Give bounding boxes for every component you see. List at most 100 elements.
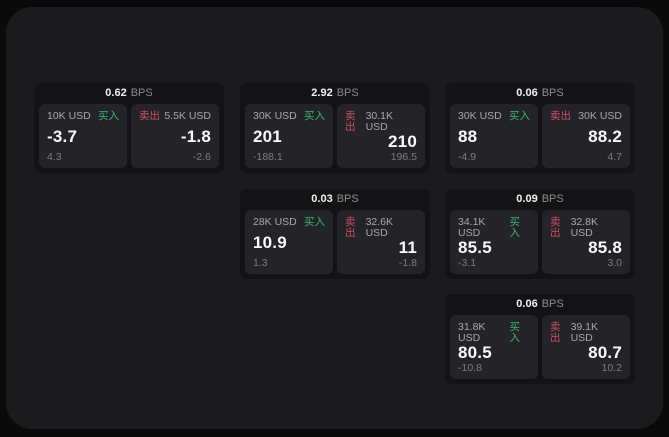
card-header: 0.09 BPS xyxy=(445,189,635,210)
sell-size-label: 5.5K USD xyxy=(164,110,211,122)
buy-side-label: 买入 xyxy=(509,110,530,122)
sell-side-label: 卖出 xyxy=(139,110,160,122)
card-body: 28K USD 买入 10.9 1.3 卖出 32.6K USD 11 -1.8 xyxy=(240,210,430,274)
sell-size-label: 39.1K USD xyxy=(570,321,599,344)
buy-size-label: 10K USD xyxy=(47,110,91,122)
buy-size-label: 31.8K USD xyxy=(458,321,486,344)
bps-unit: BPS xyxy=(541,87,564,99)
buy-price-value: 85.5 xyxy=(458,238,492,258)
bps-value: 0.06 xyxy=(516,87,538,99)
bps-unit: BPS xyxy=(541,298,564,310)
buy-size-label: 30K USD xyxy=(458,110,502,122)
sell-quote-tile[interactable]: 卖出 5.5K USD -1.8 -2.6 xyxy=(131,104,219,168)
buy-quote-tile[interactable]: 28K USD 买入 10.9 1.3 xyxy=(245,210,333,274)
bps-unit: BPS xyxy=(336,193,359,205)
buy-side-label: 买入 xyxy=(304,216,325,228)
buy-price-value: 201 xyxy=(253,127,282,146)
buy-delta-value: -10.8 xyxy=(458,361,482,374)
card-header: 0.06 BPS xyxy=(445,83,635,104)
bps-unit: BPS xyxy=(541,193,564,205)
bps-value: 0.03 xyxy=(311,193,333,205)
bps-value: 0.09 xyxy=(516,193,538,205)
tile-top-row: 31.8K USD 买入 xyxy=(458,322,530,343)
tile-top-row: 28K USD 买入 xyxy=(253,217,325,228)
buy-price-value: 10.9 xyxy=(253,233,287,252)
bps-value: 2.92 xyxy=(311,87,333,99)
sell-size-label: 30.1K USD xyxy=(365,110,394,133)
buy-size-label: 30K USD xyxy=(253,110,297,122)
sell-quote-tile[interactable]: 卖出 32.6K USD 11 -1.8 xyxy=(337,210,425,274)
sell-price-value: 85.8 xyxy=(588,238,622,258)
buy-quote-tile[interactable]: 30K USD 买入 201 -188.1 xyxy=(245,104,333,168)
card-body: 10K USD 买入 -3.7 4.3 卖出 5.5K USD -1.8 -2.… xyxy=(34,104,224,168)
sell-size-label: 32.6K USD xyxy=(365,216,394,239)
tile-top-row: 卖出 32.8K USD xyxy=(550,217,622,238)
sell-quote-tile[interactable]: 卖出 39.1K USD 80.7 10.2 xyxy=(542,315,630,379)
quote-card: 0.03 BPS 28K USD 买入 10.9 1.3 卖出 32.6K US… xyxy=(240,189,430,279)
quote-card: 0.62 BPS 10K USD 买入 -3.7 4.3 卖出 5.5K USD… xyxy=(34,83,224,173)
sell-side-label: 卖出 xyxy=(345,110,356,133)
sell-quote-tile[interactable]: 卖出 32.8K USD 85.8 3.0 xyxy=(542,210,630,274)
card-header: 0.06 BPS xyxy=(445,294,635,315)
tile-top-row: 卖出 39.1K USD xyxy=(550,322,622,343)
buy-delta-value: -3.1 xyxy=(458,256,477,269)
buy-price-value: 80.5 xyxy=(458,343,492,363)
buy-side-label: 买入 xyxy=(98,110,119,122)
card-header: 0.62 BPS xyxy=(34,83,224,104)
buy-quote-tile[interactable]: 30K USD 买入 88 -4.9 xyxy=(450,104,538,168)
card-header: 0.03 BPS xyxy=(240,189,430,210)
buy-quote-tile[interactable]: 31.8K USD 买入 80.5 -10.8 xyxy=(450,315,538,379)
buy-price-value: -3.7 xyxy=(47,127,78,146)
sell-side-label: 卖出 xyxy=(550,321,561,344)
bps-unit: BPS xyxy=(130,87,153,99)
card-body: 34.1K USD 买入 85.5 -3.1 卖出 32.8K USD 85.8… xyxy=(445,210,635,274)
buy-delta-value: 1.3 xyxy=(253,256,268,269)
bps-unit: BPS xyxy=(336,87,359,99)
buy-quote-tile[interactable]: 34.1K USD 买入 85.5 -3.1 xyxy=(450,210,538,274)
bps-value: 0.06 xyxy=(516,298,538,310)
quote-card: 0.09 BPS 34.1K USD 买入 85.5 -3.1 卖出 32.8K… xyxy=(445,189,635,279)
buy-price-value: 88 xyxy=(458,127,478,146)
card-body: 30K USD 买入 201 -188.1 卖出 30.1K USD 210 1… xyxy=(240,104,430,168)
buy-quote-tile[interactable]: 10K USD 买入 -3.7 4.3 xyxy=(39,104,127,168)
tile-top-row: 30K USD 买入 xyxy=(458,111,530,122)
quote-card: 0.06 BPS 30K USD 买入 88 -4.9 卖出 30K USD 8… xyxy=(445,83,635,173)
tile-top-row: 卖出 30.1K USD xyxy=(345,111,417,132)
quote-card: 2.92 BPS 30K USD 买入 201 -188.1 卖出 30.1K … xyxy=(240,83,430,173)
sell-quote-tile[interactable]: 卖出 30.1K USD 210 196.5 xyxy=(337,104,425,168)
sell-delta-value: -1.8 xyxy=(398,256,417,269)
sell-price-value: 88.2 xyxy=(588,127,622,146)
sell-size-label: 30K USD xyxy=(578,110,622,122)
sell-side-label: 卖出 xyxy=(550,110,571,122)
card-body: 30K USD 买入 88 -4.9 卖出 30K USD 88.2 4.7 xyxy=(445,104,635,168)
buy-delta-value: 4.3 xyxy=(47,150,62,163)
sell-price-value: -1.8 xyxy=(180,127,211,146)
buy-size-label: 34.1K USD xyxy=(458,216,486,239)
tile-top-row: 卖出 5.5K USD xyxy=(139,111,211,122)
tile-top-row: 10K USD 买入 xyxy=(47,111,119,122)
sell-delta-value: 3.0 xyxy=(607,256,622,269)
tile-top-row: 卖出 32.6K USD xyxy=(345,217,417,238)
card-header: 2.92 BPS xyxy=(240,83,430,104)
sell-side-label: 卖出 xyxy=(345,216,356,239)
buy-delta-value: -4.9 xyxy=(458,150,477,163)
sell-delta-value: 10.2 xyxy=(601,361,622,374)
sell-price-value: 80.7 xyxy=(588,343,622,363)
buy-side-label: 买入 xyxy=(509,321,520,344)
sell-price-value: 210 xyxy=(388,132,417,152)
buy-delta-value: -188.1 xyxy=(253,150,283,163)
buy-side-label: 买入 xyxy=(509,216,520,239)
tile-top-row: 卖出 30K USD xyxy=(550,111,622,122)
quote-card: 0.06 BPS 31.8K USD 买入 80.5 -10.8 卖出 39.1… xyxy=(445,294,635,384)
sell-delta-value: 4.7 xyxy=(607,150,622,163)
tile-top-row: 34.1K USD 买入 xyxy=(458,217,530,238)
buy-size-label: 28K USD xyxy=(253,216,297,228)
bps-value: 0.62 xyxy=(105,87,127,99)
sell-size-label: 32.8K USD xyxy=(570,216,599,239)
sell-price-value: 11 xyxy=(398,238,417,258)
sell-quote-tile[interactable]: 卖出 30K USD 88.2 4.7 xyxy=(542,104,630,168)
sell-side-label: 卖出 xyxy=(550,216,561,239)
buy-side-label: 买入 xyxy=(304,110,325,122)
sell-delta-value: 196.5 xyxy=(390,150,417,163)
tile-top-row: 30K USD 买入 xyxy=(253,111,325,122)
